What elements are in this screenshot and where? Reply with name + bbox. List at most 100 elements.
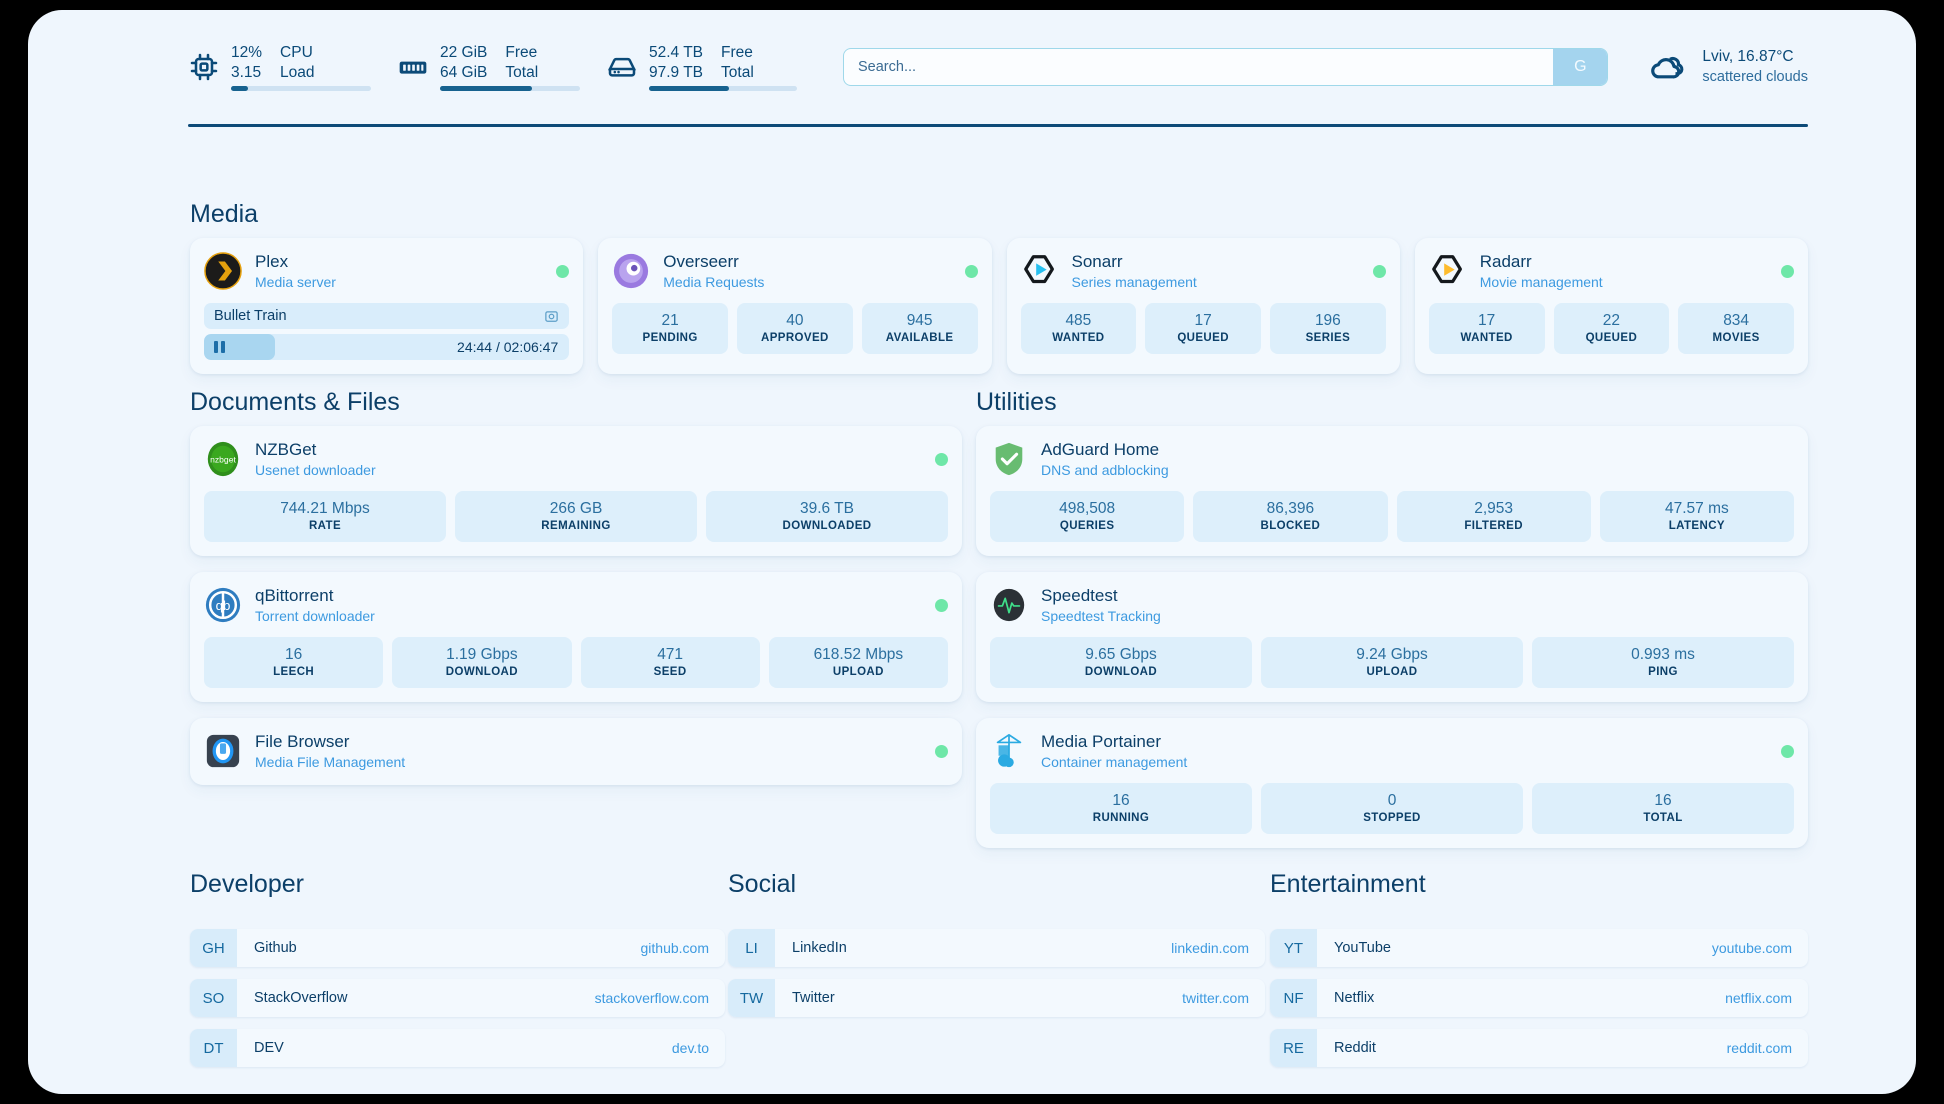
stat-label: UPLOAD [1366,665,1418,678]
card-header: Overseerr Media Requests [612,251,978,291]
service-card-radarr[interactable]: Radarr Movie management 17 WANTED 22 QUE… [1414,238,1808,375]
system-widgets: 12% 3.15 CPU Load [188,43,797,92]
search-engine-button[interactable]: G [1553,49,1608,85]
stat-item[interactable]: 40 APPROVED [737,303,853,355]
stat-item[interactable]: 945 AVAILABLE [861,303,978,355]
service-card-nzbget[interactable]: nzbget NZBGet Usenet downloader 744.21 M… [190,426,962,557]
adguard-shield-icon [990,440,1028,478]
stat-item[interactable]: 16 RUNNING [990,783,1252,835]
search-bar[interactable]: G [843,48,1609,86]
service-card-media-portainer[interactable]: Media Portainer Container management 16 … [976,718,1808,849]
stat-item[interactable]: 0.993 ms PING [1532,637,1794,689]
stat-item[interactable]: 39.6 TB DOWNLOADED [706,491,948,543]
bookmark-item-github[interactable]: GH Github github.com [190,929,725,967]
stat-value: 945 [906,312,933,330]
card-subtitle: Movie management [1479,274,1603,291]
stat-label: WANTED [1460,331,1513,344]
stat-label: REMAINING [541,519,611,532]
stat-item[interactable]: 196 SERIES [1270,303,1386,355]
bookmark-item-stackoverflow[interactable]: SO StackOverflow stackoverflow.com [190,979,725,1017]
radarr-icon [1429,252,1467,290]
stat-value: 744.21 Mbps [280,500,370,518]
card-subtitle: Torrent downloader [255,608,375,625]
bookmark-item-linkedin[interactable]: LI LinkedIn linkedin.com [728,929,1265,967]
bookmark-item-netflix[interactable]: NF Netflix netflix.com [1270,979,1808,1017]
stat-item[interactable]: 1.19 Gbps DOWNLOAD [392,637,572,689]
bookmark-item-dev[interactable]: DT DEV dev.to [190,1029,725,1067]
status-indicator-online [935,452,948,466]
plex-time-separator: / [495,339,500,356]
card-stats: 744.21 Mbps RATE 266 GB REMAINING 39.6 T… [204,491,948,543]
search-input[interactable] [844,49,1554,85]
card-header: Media Portainer Container management [990,731,1794,771]
card-title: NZBGet [255,440,317,459]
card-header: AdGuard Home DNS and adblocking [990,439,1794,479]
stat-item[interactable]: 834 MOVIES [1678,303,1794,355]
bookmark-item-twitter[interactable]: TW Twitter twitter.com [728,979,1265,1017]
memory-label-1: Free [505,43,538,61]
bookmark-list: YT YouTube youtube.com NF Netflix netfli… [1270,929,1808,1067]
stat-item[interactable]: 17 QUEUED [1145,303,1261,355]
card-stats: 16 LEECH 1.19 Gbps DOWNLOAD 471 SEED 618… [204,637,948,689]
weather-widget[interactable]: Lviv, 16.87°C scattered clouds [1648,47,1808,87]
disk-icon [606,51,638,83]
memory-labels: Free Total [505,43,538,83]
storage-total: 97.9 TB [649,63,704,81]
card-title: Radarr [1479,252,1532,271]
stat-item[interactable]: 0 STOPPED [1261,783,1523,835]
bookmark-group-developer: Developer GH Github github.com SO StackO… [190,870,725,1067]
bookmark-abbr: NF [1270,979,1317,1017]
service-card-sonarr[interactable]: Sonarr Series management 485 WANTED 17 Q… [1006,238,1400,375]
service-card-overseerr[interactable]: Overseerr Media Requests 21 PENDING 40 A… [598,238,992,375]
stat-item[interactable]: 21 PENDING [612,303,728,355]
dashboard-page: 12% 3.15 CPU Load [28,10,1916,1094]
bookmark-item-youtube[interactable]: YT YouTube youtube.com [1270,929,1808,967]
bookmark-group-social: Social LI LinkedIn linkedin.com TW Twitt… [728,870,1265,1017]
stat-item[interactable]: 22 QUEUED [1553,303,1670,355]
stat-item[interactable]: 16 LEECH [204,637,384,689]
stat-item[interactable]: 9.24 Gbps UPLOAD [1261,637,1523,689]
bookmark-url: netflix.com [1725,990,1792,1006]
stat-item[interactable]: 47.57 ms LATENCY [1599,491,1794,543]
cast-icon[interactable] [544,309,559,324]
card-header: Radarr Movie management [1429,251,1794,291]
stat-label: SERIES [1305,331,1351,344]
cpu-icon [188,51,220,83]
stat-item[interactable]: 471 SEED [580,637,760,689]
cpu-load: 3.15 [231,63,262,81]
stat-item[interactable]: 86,396 BLOCKED [1193,491,1388,543]
service-card-plex[interactable]: Plex Media server Bullet Train 24 [190,238,584,375]
service-card-file-browser[interactable]: File Browser Media File Management [190,718,962,786]
card-title: Speedtest [1041,586,1118,606]
stat-item[interactable]: 744.21 Mbps RATE [204,491,446,543]
bookmark-name: YouTube [1334,940,1391,956]
stat-item[interactable]: 9.65 Gbps DOWNLOAD [990,637,1252,689]
storage-labels: Free Total [721,43,754,83]
stat-item[interactable]: 498,508 QUERIES [990,491,1185,543]
stat-value: 266 GB [549,500,603,518]
cpu-label-1: CPU [280,43,313,61]
service-card-speedtest[interactable]: Speedtest Speedtest Tracking 9.65 Gbps D… [976,572,1808,703]
card-titles: Media Portainer Container management [1041,731,1187,771]
pause-icon[interactable] [214,341,225,354]
weather-text: Lviv, 16.87°C scattered clouds [1702,47,1808,87]
stat-item[interactable]: 2,953 FILTERED [1396,491,1591,543]
stat-item[interactable]: 485 WANTED [1020,303,1137,355]
card-titles: NZBGet Usenet downloader [255,439,376,479]
memory-values: 22 GiB 64 GiB [440,43,487,83]
service-card-qbittorrent[interactable]: qb qBittorrent Torrent downloader 16 LEE… [190,572,962,703]
bookmark-item-reddit[interactable]: RE Reddit reddit.com [1270,1029,1808,1067]
file-browser-icon [204,732,242,770]
stat-label: RATE [308,519,342,532]
card-titles: File Browser Media File Management [255,731,405,771]
bookmark-url: stackoverflow.com [594,990,709,1006]
stat-item[interactable]: 266 GB REMAINING [455,491,697,543]
service-card-adguard-home[interactable]: AdGuard Home DNS and adblocking 498,508 … [976,426,1808,557]
stat-item[interactable]: 16 TOTAL [1532,783,1794,835]
card-title: Media Portainer [1041,732,1162,752]
stat-item[interactable]: 618.52 Mbps UPLOAD [768,637,948,689]
stat-item[interactable]: 17 WANTED [1428,303,1545,355]
stat-value: 0.993 ms [1631,646,1695,664]
plex-progress-bar[interactable]: 24:44 / 02:06:47 [204,334,570,361]
memory-usage-bar [440,86,580,92]
